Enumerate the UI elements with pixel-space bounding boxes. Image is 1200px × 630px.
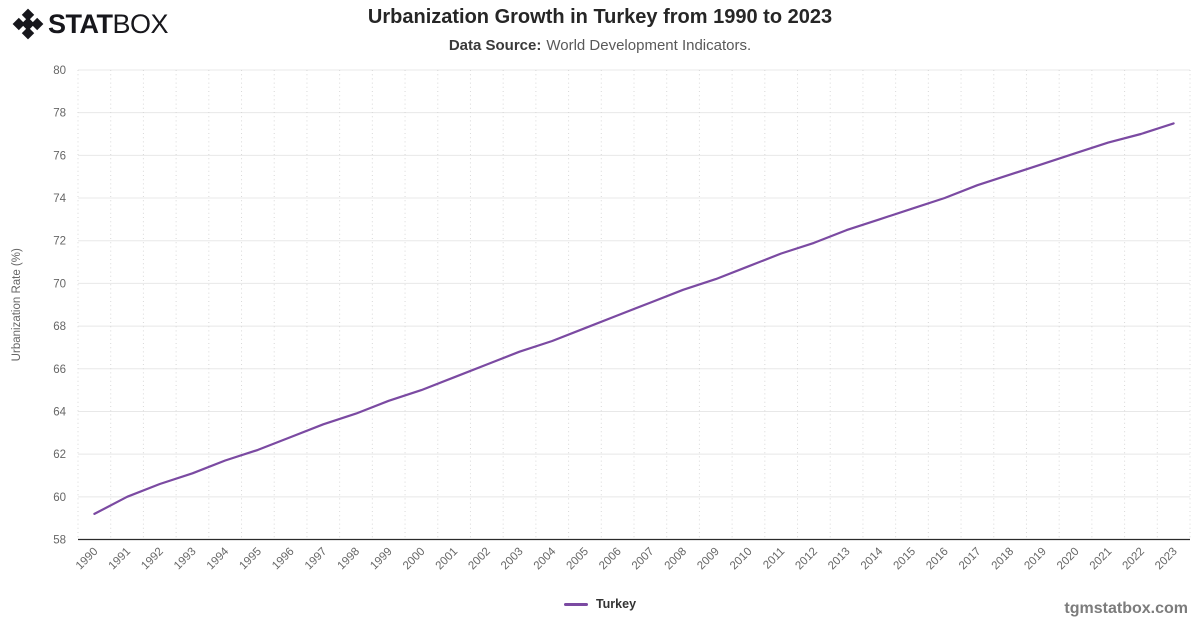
statbox-logo-text: STATBOX — [48, 8, 169, 40]
x-tick-label: 2002 — [466, 546, 493, 573]
y-axis-title: Urbanization Rate (%) — [11, 248, 23, 361]
x-tick-label: 1992 — [139, 546, 166, 573]
x-tick-label: 1999 — [368, 546, 395, 573]
x-tick-label: 2003 — [499, 546, 526, 573]
x-tick-label: 1995 — [237, 546, 264, 573]
x-tick-label: 2023 — [1153, 546, 1180, 573]
x-tick-label: 2000 — [401, 546, 428, 573]
x-tick-label: 2017 — [957, 546, 984, 573]
x-tick-label: 2006 — [597, 546, 624, 573]
legend-line-marker — [563, 602, 588, 606]
x-tick-label: 2016 — [924, 546, 951, 573]
line-chart: 58 60 62 64 66 68 70 72 74 76 78 80 1990 1991 1992 1993… — [11, 65, 1191, 572]
y-tick-label: 70 — [53, 278, 66, 290]
y-tick-label: 62 — [53, 449, 66, 461]
x-tick-label: 1997 — [303, 546, 330, 573]
data-source-label: Data Source: — [448, 37, 542, 54]
logo-text-stat: STAT — [48, 9, 113, 39]
y-tick-label: 68 — [53, 321, 66, 333]
chart-legend: Turkey — [0, 594, 1200, 614]
x-tick-label: 2011 — [761, 546, 787, 572]
x-tick-label: 1993 — [172, 546, 199, 573]
site-watermark: tgmstatbox.com — [1064, 600, 1188, 617]
x-grid — [77, 70, 1191, 540]
x-tick-label: 1990 — [74, 546, 101, 573]
statbox-diamond-icon — [12, 8, 44, 40]
y-tick-label: 64 — [53, 406, 66, 418]
x-tick-label: 1991 — [107, 546, 134, 573]
x-tick-label: 2012 — [793, 546, 820, 573]
x-tick-label: 2008 — [663, 546, 690, 573]
logo-text-box: BOX — [112, 9, 169, 39]
x-tick-label: 2021 — [1088, 546, 1115, 573]
y-grid-and-ticks: 58 60 62 64 66 68 70 72 74 76 78 80 — [53, 65, 1190, 547]
y-tick-label: 76 — [53, 150, 66, 162]
x-tick-label: 2007 — [630, 546, 657, 573]
x-tick-label: 2005 — [564, 546, 591, 573]
x-tick-label: 2018 — [990, 546, 1017, 573]
y-tick-label: 60 — [53, 492, 66, 504]
x-tick-label: 1998 — [336, 546, 363, 573]
x-tick-label: 2010 — [728, 546, 755, 573]
x-tick-label: 2015 — [892, 546, 919, 573]
y-tick-label: 58 — [53, 535, 66, 547]
x-tick-label: 2019 — [1022, 546, 1049, 573]
statbox-logo: STATBOX — [12, 8, 169, 40]
y-tick-label: 78 — [53, 108, 66, 120]
y-tick-label: 74 — [53, 193, 66, 205]
x-tick-label: 2009 — [695, 546, 722, 573]
x-tick-label: 2001 — [434, 546, 461, 573]
x-tick-label: 2014 — [859, 545, 886, 572]
x-tick-label: 1994 — [205, 545, 232, 572]
series-line-turkey — [93, 122, 1175, 516]
x-tick-label: 2004 — [532, 545, 559, 572]
y-tick-label: 80 — [53, 65, 66, 77]
y-tick-label: 72 — [53, 236, 66, 248]
x-tick-label: 2020 — [1055, 546, 1082, 573]
data-source-value: World Development Indicators. — [546, 37, 752, 54]
x-tick-label: 2022 — [1120, 546, 1147, 573]
x-tick-label: 2013 — [826, 546, 853, 573]
y-tick-label: 66 — [53, 364, 66, 376]
x-tick-label: 1996 — [270, 546, 297, 573]
x-tick-labels: 1990 1991 1992 1993 1994 1995 1996 1997 1998 1999… — [74, 545, 1180, 572]
chart-title: Urbanization Growth in Turkey from 1990 … — [367, 6, 833, 28]
legend-series-turkey[interactable]: Turkey — [595, 597, 637, 611]
chart-subtitle: Data Source: World Development Indicators… — [0, 37, 1200, 54]
